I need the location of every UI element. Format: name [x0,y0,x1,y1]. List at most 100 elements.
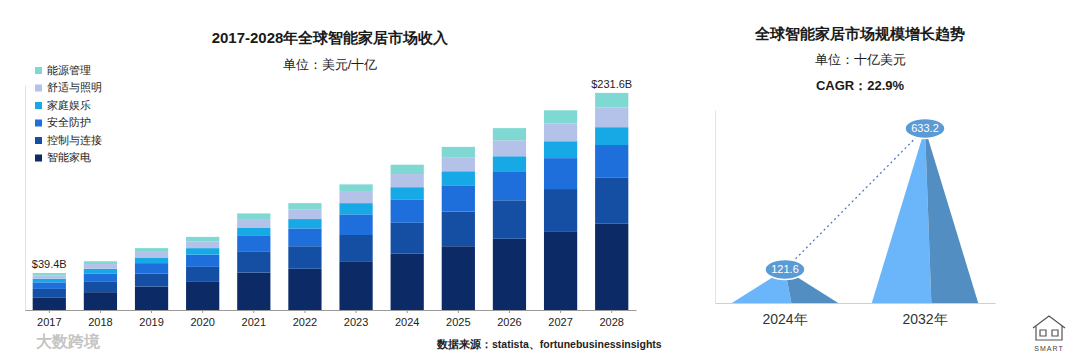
bar-segment [339,214,372,235]
x-tick: 2027 [548,310,572,328]
bar-segment [442,185,475,211]
x-tick-label: 2018 [88,316,112,328]
chart-title: 全球智能家居市场规模增长趋势 [754,25,965,42]
bar-segment [288,228,321,246]
bar-segment [135,287,168,310]
bar-segment [237,213,270,219]
bar-segment [595,93,628,108]
x-tick-mark [304,310,305,313]
bar-segment [33,297,66,310]
x-tick-label: 2027 [548,316,572,328]
pyramid-left-face [872,128,932,303]
bar-segment [595,108,628,128]
bar-segment [237,228,270,236]
bar-segment [339,192,372,203]
x-tick-label: 2017 [37,316,61,328]
x-axis: 2017 2018 2019 2020 2021 2022 2023 2024 2025 2026… [26,310,637,328]
chart-subtitle: 单位：十亿美元 [815,52,906,67]
bar-segment [339,184,372,192]
x-axis: 2024年2032年 [716,303,996,327]
bar-segment [595,127,628,145]
bar-segment [84,261,117,264]
bar-segment [33,273,66,275]
x-tick: 2019 [139,310,163,328]
logo: SMART [1033,316,1065,352]
annotation: CAGR：22.9% [816,78,905,93]
bar-segment [237,273,270,311]
legend-swatch [35,120,42,127]
x-tick-mark [611,310,612,313]
x-tick: 2021 [242,310,266,328]
bar-segment [237,252,270,273]
bar-segment [186,282,219,310]
bar-segment [391,223,424,254]
bar-segment [186,255,219,267]
bar-segment [544,158,577,189]
x-tick-label: 2028 [599,316,623,328]
label-badge [905,118,945,138]
x-tick: 2026 [497,310,521,328]
bar-segment [186,267,219,282]
legend-swatch [35,137,42,144]
bar-segment [339,203,372,214]
bar-segment [84,292,117,310]
total-label: $39.4B [32,258,67,270]
bar-segment [391,199,424,222]
logo-text: SMART [1034,345,1063,352]
bar-segment [391,165,424,174]
chart-title: 2017-2028年全球智能家居市场收入 [212,29,450,46]
bar-segment [442,171,475,185]
label-badge [765,259,805,279]
y-axis-line [715,111,716,304]
x-tick-label: 2021 [242,316,266,328]
legend-swatch [35,85,42,92]
x-tick-mark [100,310,101,313]
bar-segment [595,145,628,178]
pyramid-right-face [925,128,978,303]
total-label: $231.6B [591,78,632,90]
bar-segment [493,171,526,200]
x-tick-mark [356,310,357,313]
bar-segment [288,269,321,310]
chart-canvas: 2017 2018 2019 2020 2021 2022 2023 2024 2025 2026… [0,0,1080,357]
bar-segment [135,248,168,252]
y-axis [25,86,26,311]
bar-segment [595,178,628,224]
legend-swatch [35,155,42,162]
source-note: 数据来源：statista、fortunebusinessinsights [436,338,662,350]
bar-segment [33,282,66,289]
x-tick-mark [560,310,561,313]
chart-subtitle: 单位：美元/十亿 [283,57,378,72]
x-tick-mark [49,310,50,313]
bar-segment [288,203,321,210]
bar-segment [391,187,424,199]
bars [33,93,629,310]
data-label: 121.6 [771,263,799,275]
x-tick-label: 2024 [395,316,419,328]
x-tick: 2024 [395,310,419,328]
x-tick: 2024年 [762,303,807,327]
x-tick-label: 2025 [446,316,470,328]
x-tick: 2018 [88,310,112,328]
data-label: 633.2 [911,122,939,134]
x-tick: 2020 [190,310,214,328]
x-tick-label: 2019 [139,316,163,328]
legend-label: 智能家电 [47,151,91,163]
bar-segment [595,224,628,310]
bar-segment [391,254,424,310]
bar-segment [33,275,66,278]
bar-segment [442,212,475,247]
bar-segment [84,273,117,281]
bar-segment [33,279,66,283]
x-tick-label: 2023 [344,316,368,328]
x-tick: 2022 [293,310,317,328]
bar-segment [442,157,475,171]
y-axis [715,111,716,304]
x-tick-mark [202,310,203,313]
x-tick-label: 2026 [497,316,521,328]
bar-segment [84,264,117,269]
x-tick-mark [407,310,408,313]
bar-segment [493,200,526,238]
bar-segment [339,261,372,310]
trend-line [785,128,925,269]
